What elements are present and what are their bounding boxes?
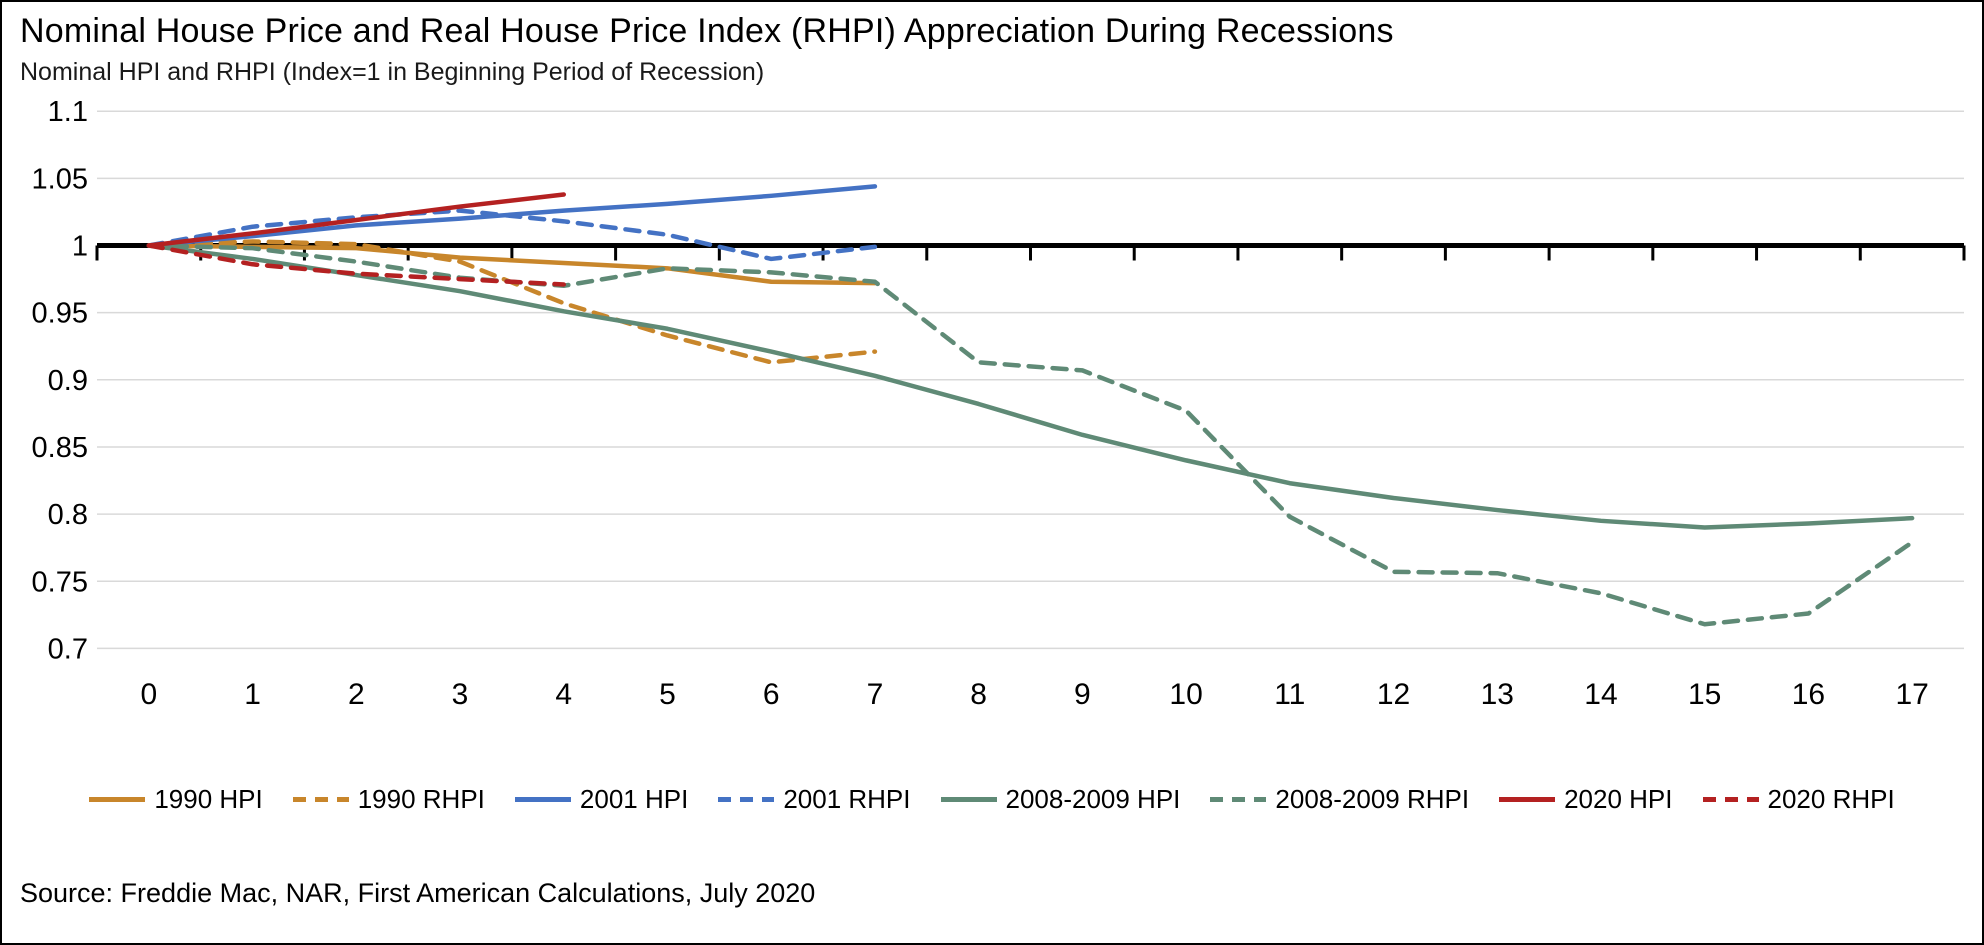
y-axis-tick-label: 0.7: [48, 633, 88, 665]
x-axis-tick-label: 15: [1688, 678, 1721, 711]
legend-swatch-dashed-line: [292, 797, 349, 802]
legend-item: 2001 RHPI: [718, 784, 911, 815]
y-axis-tick-label: 0.8: [48, 499, 88, 531]
legend-swatch-dashed-line: [1210, 797, 1267, 802]
legend-item: 2020 HPI: [1499, 784, 1673, 815]
legend-swatch-dashed-line: [1702, 797, 1759, 802]
legend-item: 2008-2009 RHPI: [1210, 784, 1469, 815]
legend-swatch-solid-line: [1499, 797, 1556, 802]
y-axis-tick-label: 1.1: [48, 96, 88, 128]
x-axis-tick-label: 3: [452, 678, 469, 711]
series-line-2020-hpi: [146, 192, 566, 248]
legend-label: 1990 RHPI: [357, 784, 485, 814]
legend-swatch-dashed-line: [718, 797, 775, 802]
y-axis-tick-label: 0.85: [32, 432, 88, 464]
x-axis-tick-label: 14: [1584, 678, 1617, 711]
x-axis-tick-label: 11: [1274, 678, 1305, 711]
y-axis-tick-label: 0.75: [32, 566, 88, 598]
series-line-2008-2009-hpi: [146, 243, 1915, 530]
series-line-1990-hpi: [146, 243, 878, 286]
x-axis-tick-label: 5: [659, 678, 676, 711]
series-line-2001-rhpi: [146, 208, 878, 262]
legend-item: 2008-2009 HPI: [940, 784, 1181, 815]
x-axis-tick-label: 17: [1895, 678, 1928, 711]
x-axis-tick-label: 12: [1377, 678, 1410, 711]
x-axis-tick-label: 8: [970, 678, 987, 711]
legend-label: 2001 RHPI: [783, 784, 911, 814]
x-axis-tick-label: 1: [244, 678, 261, 711]
legend-label: 2008-2009 RHPI: [1275, 784, 1470, 814]
y-axis-tick-label: 1: [72, 231, 88, 263]
chart-legend: 1990 HPI 1990 RHPI 2001 HPI 2001 RHPI 2008-2…: [2, 784, 1982, 815]
legend-item: 1990 HPI: [89, 784, 263, 815]
x-axis-tick-label: 4: [555, 678, 572, 711]
series-line-2020-rhpi: [146, 243, 566, 287]
legend-item: 2020 RHPI: [1702, 784, 1895, 815]
x-axis-tick-label: 16: [1792, 678, 1825, 711]
legend-label: 2020 RHPI: [1767, 784, 1895, 814]
x-axis-tick-label: 0: [141, 678, 158, 711]
y-axis-tick-label: 0.95: [32, 298, 88, 330]
chart-subtitle: Nominal HPI and RHPI (Index=1 in Beginni…: [20, 58, 765, 86]
legend-label: 2001 HPI: [579, 784, 689, 814]
y-axis-tick-label: 0.9: [48, 365, 88, 397]
legend-label: 2020 HPI: [1564, 784, 1673, 814]
chart-title: Nominal House Price and Real House Price…: [20, 12, 1394, 50]
x-axis-tick-label: 10: [1169, 678, 1202, 711]
y-axis-tick-label: 1.05: [32, 163, 88, 195]
legend-swatch-solid-line: [514, 797, 571, 802]
legend-item: 2001 HPI: [514, 784, 689, 815]
legend-swatch-solid-line: [940, 797, 997, 802]
x-axis-tick-label: 2: [348, 678, 365, 711]
series-line-2008-2009-rhpi: [146, 243, 1915, 627]
x-axis-tick-label: 13: [1481, 678, 1514, 711]
x-axis-tick-label: 9: [1074, 678, 1091, 711]
x-axis-tick-label: 6: [763, 678, 780, 711]
legend-label: 1990 HPI: [154, 784, 263, 814]
source-note: Source: Freddie Mac, NAR, First American…: [20, 878, 816, 908]
legend-label: 2008-2009 HPI: [1005, 784, 1181, 814]
x-axis-tick-label: 7: [867, 678, 884, 711]
legend-item: 1990 RHPI: [292, 784, 485, 815]
legend-swatch-solid-line: [89, 797, 146, 802]
